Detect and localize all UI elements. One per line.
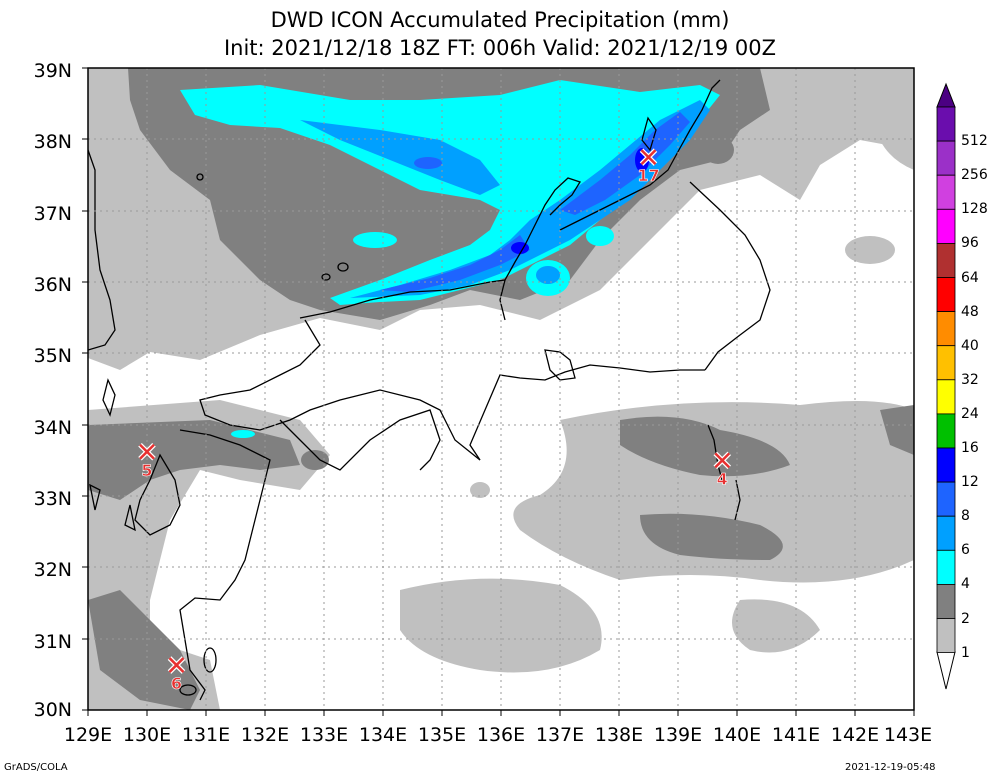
station-marker: 6 bbox=[167, 656, 186, 693]
station-cross bbox=[168, 657, 185, 673]
lon-label: 142E bbox=[830, 724, 880, 746]
precip-8mm-layer bbox=[380, 112, 690, 292]
lat-label: 37N bbox=[33, 203, 72, 225]
lon-label: 139E bbox=[653, 724, 703, 746]
colorbar-level-label: 512 bbox=[961, 133, 988, 150]
colorbar-level-label: 1 bbox=[961, 644, 970, 661]
lat-label: 33N bbox=[33, 488, 72, 510]
lon-label: 137E bbox=[535, 724, 585, 746]
footer-timestamp: 2021-12-19-05:48 bbox=[845, 762, 936, 773]
colorbar-swatch bbox=[936, 106, 956, 142]
coastlines bbox=[88, 79, 771, 701]
colorbar-swatch bbox=[936, 413, 956, 449]
colorbar-swatch bbox=[936, 140, 956, 176]
colorbar-swatch bbox=[936, 311, 956, 347]
lat-label: 32N bbox=[33, 559, 72, 581]
colorbar-level-label: 16 bbox=[961, 440, 979, 456]
station-value-label: 4 bbox=[717, 469, 728, 488]
lon-label: 135E bbox=[417, 724, 467, 746]
colorbar-level-label: 6 bbox=[961, 542, 970, 559]
station-marker: 5 bbox=[138, 443, 156, 480]
colorbar-level-label: 48 bbox=[961, 303, 979, 320]
lon-label: 143E bbox=[883, 724, 933, 746]
station-cross bbox=[714, 452, 731, 469]
axis-ticks bbox=[82, 67, 915, 716]
lon-label: 141E bbox=[771, 724, 821, 746]
lat-label: 39N bbox=[33, 60, 72, 82]
footer-software: GrADS/COLA bbox=[4, 762, 68, 773]
lat-label: 36N bbox=[33, 274, 72, 296]
colorbar-level-label: 12 bbox=[961, 474, 979, 491]
colorbar-swatch bbox=[936, 481, 956, 517]
colorbar-level-label: 128 bbox=[961, 201, 988, 218]
colorbar-swatch bbox=[936, 515, 956, 551]
colorbar-swatch bbox=[936, 379, 956, 415]
station-marker: 17 bbox=[637, 148, 660, 185]
colorbar-level-label: 4 bbox=[961, 576, 970, 593]
lon-label: 132E bbox=[240, 724, 290, 746]
station-value-label: 6 bbox=[171, 674, 182, 693]
lat-label: 31N bbox=[33, 631, 72, 653]
lon-label: 138E bbox=[594, 724, 644, 746]
station-marker: 4 bbox=[713, 451, 732, 489]
colorbar-swatch bbox=[936, 447, 956, 483]
colorbar-swatch bbox=[936, 242, 956, 278]
lon-label: 133E bbox=[299, 724, 349, 746]
lon-label: 134E bbox=[358, 724, 408, 746]
lon-label: 129E bbox=[63, 724, 113, 746]
lon-label: 131E bbox=[181, 724, 231, 746]
colorbar-swatch bbox=[936, 208, 956, 244]
lat-label: 38N bbox=[33, 131, 72, 153]
colorbar-level-label: 64 bbox=[961, 269, 979, 286]
colorbar-level-label: 8 bbox=[961, 508, 970, 525]
colorbar-swatch bbox=[936, 618, 956, 653]
lat-label: 34N bbox=[33, 417, 72, 439]
colorbar-swatch bbox=[936, 174, 956, 210]
colorbar-level-label: 40 bbox=[961, 337, 979, 354]
colorbar-level-label: 32 bbox=[961, 371, 979, 388]
colorbar-top-arrow bbox=[936, 82, 956, 108]
precip-4mm-layer bbox=[180, 80, 720, 438]
colorbar bbox=[936, 82, 956, 690]
station-value-label: 5 bbox=[141, 461, 152, 480]
station-cross bbox=[640, 149, 657, 166]
colorbar-swatch bbox=[936, 549, 956, 585]
gridlines bbox=[88, 68, 914, 710]
colorbar-level-label: 96 bbox=[961, 235, 979, 252]
station-markers: 17 5 4 6 bbox=[138, 148, 732, 693]
colorbar-level-label: 2 bbox=[961, 610, 970, 627]
lon-label: 140E bbox=[712, 724, 762, 746]
lat-label: 30N bbox=[33, 699, 72, 721]
colorbar-swatch bbox=[936, 584, 956, 619]
colorbar-level-label: 256 bbox=[961, 167, 988, 184]
colorbar-bottom-arrow bbox=[936, 651, 956, 690]
map-title: DWD ICON Accumulated Precipitation (mm) bbox=[270, 8, 730, 32]
lon-label: 136E bbox=[476, 724, 526, 746]
lon-label: 130E bbox=[122, 724, 172, 746]
lat-label: 35N bbox=[33, 345, 72, 367]
colorbar-level-label: 24 bbox=[961, 405, 979, 422]
colorbar-swatch bbox=[936, 345, 956, 381]
station-value-label: 17 bbox=[637, 166, 659, 185]
station-cross bbox=[139, 443, 155, 460]
map-subtitle: Init: 2021/12/18 18Z FT: 006h Valid: 202… bbox=[223, 36, 777, 60]
colorbar-swatch bbox=[936, 277, 956, 312]
